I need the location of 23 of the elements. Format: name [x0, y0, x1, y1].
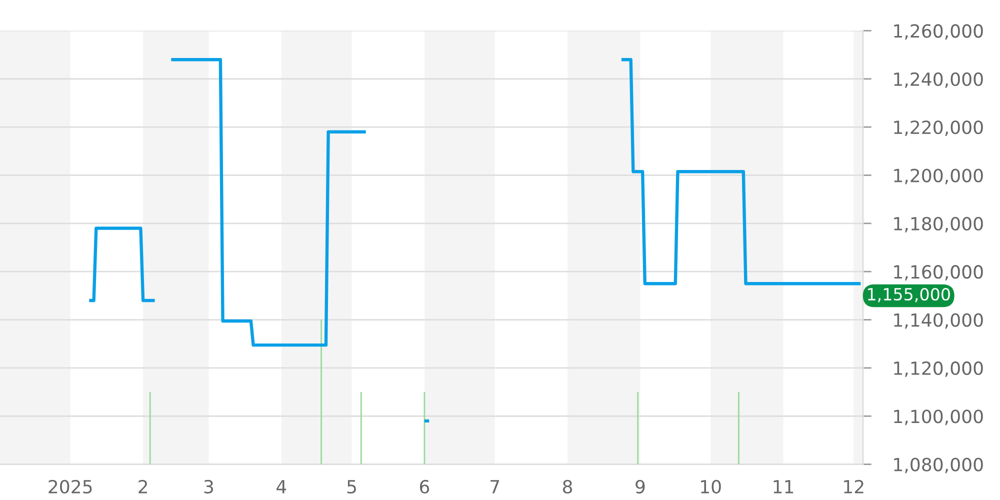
y-tick-label: 1,160,000	[894, 265, 983, 281]
x-tick-label: 12	[844, 480, 864, 494]
annotation: 1,155,000	[868, 288, 950, 302]
x-tick-label: 6	[420, 480, 430, 494]
x-tick-label: 3	[204, 480, 214, 494]
y-tick-label: 1,080,000	[894, 458, 983, 474]
x-tick-label: 4	[276, 480, 286, 494]
y-tick-label: 1,220,000	[894, 120, 983, 136]
x-tick-label: 9	[636, 480, 645, 494]
y-tick-label: 1,180,000	[894, 216, 983, 232]
y-tick-label: 1,200,000	[894, 168, 983, 184]
x-tick-label: 8	[562, 480, 572, 494]
x-tick-label: 7	[490, 480, 500, 494]
x-tick-label: 10	[701, 480, 721, 494]
y-tick-label: 1,120,000	[894, 361, 983, 377]
y-tick-label: 1,100,000	[894, 410, 983, 426]
y-tick-label: 1,140,000	[894, 313, 983, 329]
y-tick-label: 1,260,000	[894, 24, 983, 40]
x-tick-label: 5	[347, 480, 356, 494]
x-tick-label: 2	[138, 480, 147, 494]
x-tick-label: 2025	[48, 480, 92, 494]
y-tick-label: 1,240,000	[894, 72, 983, 88]
x-tick-label: 11	[774, 480, 794, 494]
